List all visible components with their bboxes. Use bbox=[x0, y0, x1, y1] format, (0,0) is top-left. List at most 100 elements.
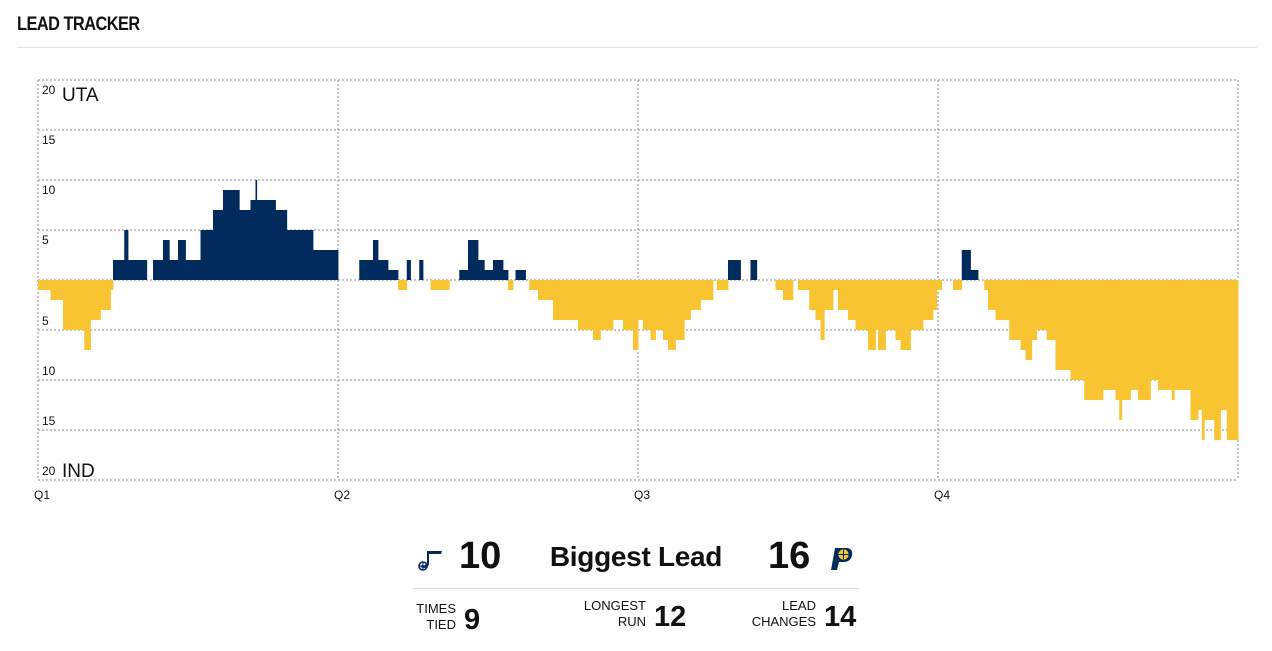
jazz-logo-icon bbox=[418, 551, 442, 571]
y-tick-label: 15 bbox=[42, 414, 56, 428]
ind-lead-bar bbox=[613, 280, 624, 320]
uta-lead-bar bbox=[185, 260, 201, 280]
ind-lead-bar bbox=[1119, 280, 1123, 420]
lead-bars bbox=[38, 180, 1239, 440]
ind-lead-bar bbox=[623, 280, 634, 330]
uta-lead-bar bbox=[503, 270, 509, 280]
lead-tracker-chart: 20 15 10 5 5 10 15 20 UTA IND Q1 Q2 Q3 Q4 bbox=[34, 79, 1239, 502]
ind-lead-bar bbox=[684, 280, 691, 320]
ind-lead-bar bbox=[1158, 280, 1173, 390]
ind-lead-bar bbox=[984, 280, 989, 290]
quarter-label: Q3 bbox=[634, 488, 650, 502]
y-tick-label: 5 bbox=[42, 233, 49, 247]
uta-lead-bar bbox=[419, 260, 424, 280]
ind-lead-bar bbox=[1009, 280, 1021, 340]
ind-lead-bar bbox=[923, 280, 934, 320]
ind-lead-bar bbox=[398, 280, 408, 290]
ind-lead-bar bbox=[508, 280, 514, 290]
ind-lead-bar bbox=[1174, 280, 1191, 390]
ind-lead-bar bbox=[1084, 280, 1104, 400]
ind-lead-bar bbox=[716, 280, 729, 290]
ind-lead-bar bbox=[1171, 280, 1175, 400]
ind-lead-bar bbox=[1130, 280, 1139, 390]
ind-lead-bar bbox=[90, 280, 101, 320]
ind-lead-bar bbox=[75, 280, 85, 330]
uta-lead-bar bbox=[286, 230, 314, 280]
uta-biggest-lead-value: 10 bbox=[459, 535, 502, 577]
ind-lead-bar bbox=[600, 280, 614, 330]
uta-lead-bar bbox=[468, 240, 479, 280]
lead-changes-label: LEAD CHANGES bbox=[751, 598, 816, 629]
uta-lead-bar bbox=[406, 260, 411, 280]
uta-lead-bar bbox=[223, 190, 240, 280]
pacers-logo-icon bbox=[831, 548, 853, 570]
ind-lead-bar bbox=[900, 280, 911, 350]
longest-run-label: LONGEST RUN bbox=[583, 598, 646, 629]
ind-lead-bar bbox=[1220, 280, 1228, 410]
ind-lead-bar bbox=[643, 280, 651, 330]
ind-lead-bar bbox=[578, 280, 594, 330]
stats-row: TIMES TIED 9 LONGEST RUN 12 LEAD CHANGES… bbox=[412, 589, 860, 639]
ind-lead-bar bbox=[815, 280, 821, 320]
ind-lead-bar bbox=[895, 280, 901, 340]
biggest-lead-label: Biggest Lead bbox=[549, 541, 723, 572]
quarter-label: Q2 bbox=[334, 488, 350, 502]
ind-lead-bar bbox=[1055, 280, 1071, 370]
ind-lead-bar bbox=[868, 280, 876, 350]
ind-lead-bar bbox=[593, 280, 601, 340]
ind-biggest-lead-value: 16 bbox=[768, 535, 811, 577]
ind-lead-bar bbox=[995, 280, 1010, 320]
ind-lead-bar bbox=[838, 280, 849, 310]
chart-labels: 20 15 10 5 5 10 15 20 UTA IND Q1 Q2 Q3 Q4 bbox=[34, 83, 950, 502]
uta-lead-bar bbox=[970, 270, 979, 280]
ind-lead-bar bbox=[1150, 280, 1159, 380]
ind-lead-bar bbox=[988, 280, 996, 310]
uta-lead-bar bbox=[113, 260, 125, 280]
ind-lead-bar bbox=[820, 280, 825, 340]
ind-lead-bar bbox=[430, 280, 450, 290]
ind-lead-bar bbox=[690, 280, 701, 310]
ind-lead-bar bbox=[1025, 280, 1033, 360]
uta-lead-bar bbox=[961, 250, 971, 280]
ind-lead-bar bbox=[885, 280, 896, 330]
times-tied-label: TIMES TIED bbox=[416, 601, 456, 632]
ind-lead-bar bbox=[1226, 280, 1239, 440]
uta-lead-bar bbox=[373, 240, 379, 280]
y-tick-label: 10 bbox=[42, 364, 56, 378]
section-title: LEAD TRACKER bbox=[17, 14, 140, 35]
y-tick-label: 10 bbox=[42, 183, 56, 197]
uta-lead-bar bbox=[200, 230, 214, 280]
uta-lead-bar bbox=[213, 210, 224, 280]
ind-lead-bar bbox=[675, 280, 685, 340]
ind-lead-bar bbox=[1190, 280, 1199, 420]
uta-lead-bar bbox=[459, 270, 469, 280]
ind-lead-bar bbox=[878, 280, 886, 350]
uta-lead-bar bbox=[388, 270, 399, 280]
lead-changes-value: 14 bbox=[824, 601, 857, 633]
ind-lead-bar bbox=[1214, 280, 1221, 440]
uta-lead-bar bbox=[178, 240, 186, 280]
uta-lead-bar bbox=[484, 270, 494, 280]
uta-lead-bar bbox=[124, 230, 129, 280]
quarter-label: Q1 bbox=[34, 488, 50, 502]
uta-lead-bar bbox=[378, 260, 389, 280]
ind-lead-bar bbox=[708, 280, 714, 300]
ind-lead-bar bbox=[700, 280, 709, 300]
uta-lead-bar bbox=[478, 260, 485, 280]
uta-lead-bar bbox=[275, 210, 288, 280]
ind-lead-bar bbox=[833, 280, 839, 290]
ind-lead-bar bbox=[1121, 280, 1131, 400]
biggest-lead-row: 10 Biggest Lead 16 bbox=[412, 530, 860, 589]
ind-lead-bar bbox=[668, 280, 676, 350]
lead-tracker-header: LEAD TRACKER bbox=[17, 12, 1257, 48]
ind-lead-bar bbox=[38, 280, 51, 290]
bottom-team-label: IND bbox=[62, 461, 95, 482]
ind-lead-bar bbox=[1036, 280, 1041, 330]
ind-lead-bar bbox=[783, 280, 794, 300]
ind-lead-bar bbox=[798, 280, 810, 290]
y-tick-label: 20 bbox=[42, 83, 56, 97]
y-tick-label: 15 bbox=[42, 133, 56, 147]
ind-lead-bar bbox=[650, 280, 656, 340]
ind-lead-bar bbox=[110, 280, 114, 290]
uta-lead-bar bbox=[493, 260, 504, 280]
